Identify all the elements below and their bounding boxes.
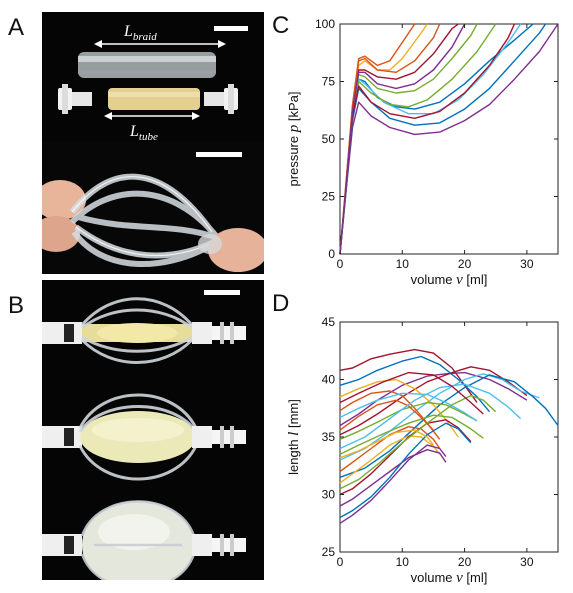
chart-length-volume: 0 10 20 30 25 30 35 40 45 length l [mm] volume v… — [286, 315, 559, 586]
y-tick-label: 0 — [328, 247, 335, 261]
series-line-22 — [339, 371, 484, 415]
series-line-14 — [339, 449, 447, 507]
axes-frame — [339, 321, 559, 553]
series-line-4 — [339, 366, 528, 436]
series-line-16 — [339, 392, 478, 422]
series-line-15 — [339, 422, 472, 519]
y-axis-label: pressure p [kPa] — [286, 92, 302, 187]
plot-area: 0 10 20 30 0 25 50 75 100 — [315, 17, 559, 271]
series-line-10 — [339, 414, 484, 455]
x-axis-label: volume v [ml] — [411, 570, 488, 586]
x-tick-label: 10 — [396, 555, 410, 569]
panel-letter-c: C — [272, 12, 290, 39]
left-connector — [58, 84, 92, 114]
latex-tube — [108, 88, 200, 110]
series-line-1 — [339, 348, 478, 403]
panel-letter-a: A — [8, 14, 25, 41]
y-tick-label: 30 — [322, 488, 336, 502]
series-line-18 — [339, 399, 434, 431]
series-line-8 — [339, 378, 459, 438]
x-axis-label: volume v [ml] — [411, 272, 488, 288]
x-tick-label: 20 — [458, 555, 472, 569]
silicone-braid — [78, 52, 216, 78]
series-line-21 — [339, 429, 434, 459]
y-tick-label: 35 — [322, 430, 336, 444]
series-line-20 — [339, 383, 522, 450]
panel-letter-b: B — [8, 292, 25, 319]
y-tick-label: 50 — [322, 132, 336, 146]
plot-area: 0 10 20 30 25 30 35 40 45 — [322, 315, 559, 569]
scale-bar — [204, 290, 240, 295]
series-line-12 — [339, 435, 441, 484]
y-tick-label: 25 — [322, 545, 336, 559]
panel-letter-d: D — [272, 290, 290, 317]
series-line-12 — [339, 23, 466, 255]
x-tick-label: 30 — [520, 257, 534, 271]
series-line-19 — [339, 444, 447, 524]
scale-bar — [196, 152, 242, 157]
actuator-state-1 — [42, 297, 246, 364]
x-tick-label: 0 — [337, 257, 344, 271]
y-axis-label: length l [mm] — [286, 399, 302, 475]
chart-pressure-volume: 0 10 20 30 0 25 50 75 100 pressure p [kPa] volum… — [286, 17, 559, 288]
y-tick-label: 100 — [315, 17, 335, 31]
right-connector — [204, 84, 238, 114]
y-tick-label: 40 — [322, 373, 336, 387]
braid-length-label: Lbraid — [123, 23, 157, 43]
axes-frame — [339, 23, 559, 255]
series-line-11 — [339, 426, 441, 473]
y-tick-label: 25 — [322, 190, 336, 204]
x-tick-label: 30 — [520, 555, 534, 569]
series-line-13 — [339, 419, 472, 496]
tube-length-label: Ltube — [129, 123, 158, 143]
actuator-state-2 — [42, 393, 246, 481]
photo-components: Lbraid Ltube — [42, 12, 264, 148]
x-tick-label: 20 — [458, 257, 472, 271]
finger-right — [208, 228, 264, 272]
x-tick-label: 0 — [337, 555, 344, 569]
series-line-6 — [339, 374, 559, 478]
series-line-9 — [339, 401, 478, 440]
photo-hand-braid — [42, 142, 264, 274]
y-tick-label: 75 — [322, 75, 336, 89]
series-line-3 — [339, 371, 528, 427]
y-tick-label: 45 — [322, 315, 336, 329]
photo-inflation-sequence — [42, 280, 264, 580]
series-line-2 — [339, 355, 491, 413]
scale-bar — [214, 26, 248, 31]
x-tick-label: 10 — [396, 257, 410, 271]
actuator-state-3 — [42, 500, 246, 580]
